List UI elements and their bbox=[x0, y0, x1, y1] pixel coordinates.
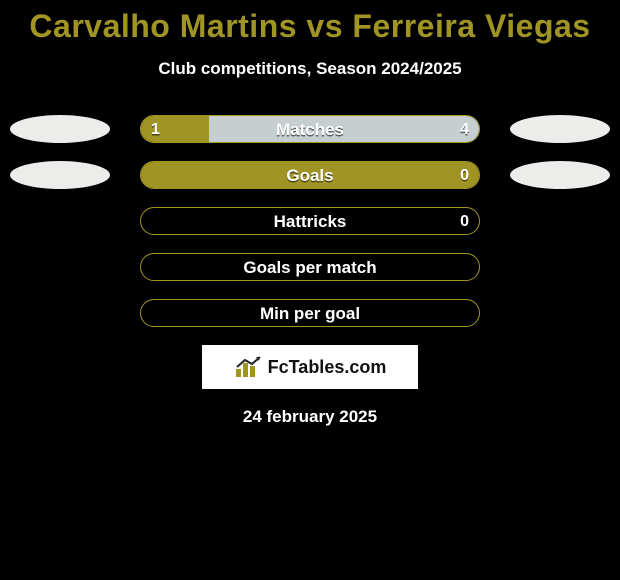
page-title: Carvalho Martins vs Ferreira Viegas bbox=[0, 0, 620, 45]
logo-box: FcTables.com bbox=[202, 345, 418, 389]
logo-text: FcTables.com bbox=[268, 357, 387, 378]
player-left-badge bbox=[10, 115, 110, 143]
stat-bar: 14Matches bbox=[140, 115, 480, 143]
stat-label: Goals per match bbox=[141, 254, 479, 281]
comparison-row: 0Goals bbox=[0, 161, 620, 189]
player-right-badge bbox=[510, 115, 610, 143]
logo-inner: FcTables.com bbox=[234, 355, 387, 379]
comparison-row: 0Hattricks bbox=[0, 207, 620, 235]
stat-label: Hattricks bbox=[141, 208, 479, 235]
comparison-infographic: Carvalho Martins vs Ferreira Viegas Club… bbox=[0, 0, 620, 580]
stat-label: Min per goal bbox=[141, 300, 479, 327]
player-left-badge bbox=[10, 161, 110, 189]
stat-bar: 0Goals bbox=[140, 161, 480, 189]
player-right-badge bbox=[510, 161, 610, 189]
comparison-row: 14Matches bbox=[0, 115, 620, 143]
stat-bar: Min per goal bbox=[140, 299, 480, 327]
comparison-rows: 14Matches 0Goals 0Hattricks Goals per match… bbox=[0, 115, 620, 327]
stat-bar: 0Hattricks bbox=[140, 207, 480, 235]
comparison-row: Goals per match bbox=[0, 253, 620, 281]
stat-bar: Goals per match bbox=[140, 253, 480, 281]
stat-label: Goals bbox=[141, 162, 479, 189]
logo-chart-icon bbox=[234, 355, 262, 379]
date-line: 24 february 2025 bbox=[0, 407, 620, 427]
subtitle: Club competitions, Season 2024/2025 bbox=[0, 59, 620, 79]
stat-label: Matches bbox=[141, 116, 479, 143]
comparison-row: Min per goal bbox=[0, 299, 620, 327]
